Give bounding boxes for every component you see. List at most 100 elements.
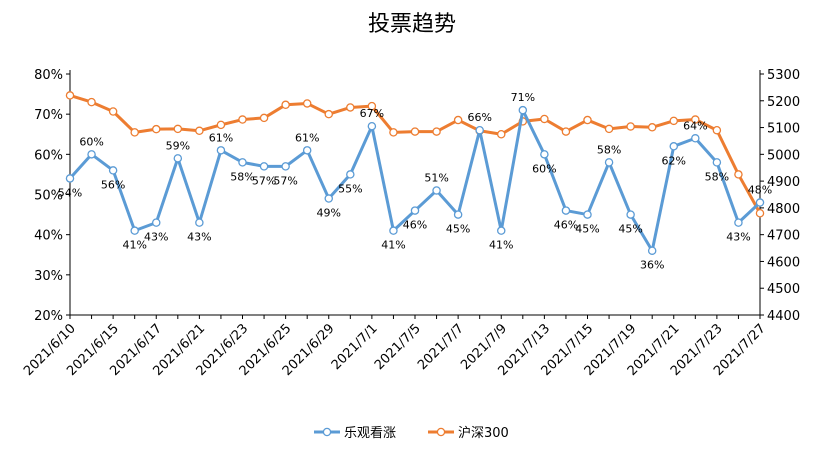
y-right-tick-label: 4900	[767, 175, 800, 190]
bullish-point	[712, 158, 722, 167]
y-right-tick-label: 4700	[767, 229, 800, 244]
bullish-data-label: 45%	[446, 223, 470, 236]
x-tick-label: 2021/7/7	[415, 321, 467, 373]
bullish-data-label: 43%	[144, 231, 168, 244]
hs300-point	[367, 101, 377, 111]
bullish-point	[475, 125, 484, 135]
bullish-point	[259, 162, 269, 171]
y-left-tick-label: 70%	[34, 108, 63, 123]
bullish-point	[496, 226, 506, 235]
hs300-point	[389, 128, 398, 137]
y-right-tick-label: 4500	[767, 282, 800, 297]
bullish-point	[281, 162, 290, 171]
bullish-point	[669, 142, 679, 151]
y-left-tick-label: 20%	[34, 309, 63, 324]
bullish-point	[626, 210, 635, 219]
hs300-point	[238, 115, 247, 124]
hs300-point	[173, 124, 183, 134]
bullish-point	[583, 210, 592, 219]
bullish-point	[216, 146, 226, 155]
x-tick-label: 2021/7/5	[372, 321, 424, 373]
y-left-tick-label: 40%	[34, 229, 63, 244]
bullish-data-label: 51%	[424, 171, 448, 184]
bullish-data-label: 41%	[381, 239, 405, 252]
bullish-point	[367, 121, 377, 131]
bullish-data-label: 45%	[575, 223, 599, 236]
bullish-data-label: 41%	[122, 239, 146, 252]
bullish-data-label: 41%	[489, 239, 513, 252]
bullish-data-label: 61%	[295, 131, 319, 144]
bullish-point	[346, 170, 355, 179]
hs300-point	[626, 122, 635, 131]
hs300-line	[68, 93, 762, 215]
bullish-data-label: 43%	[726, 231, 750, 244]
bullish-data-label: 58%	[597, 143, 621, 156]
y-right-tick-label: 4600	[767, 255, 800, 270]
bullish-data-label: 45%	[618, 223, 642, 236]
bullish-data-label: 43%	[187, 231, 211, 244]
legend: 乐观看涨 沪深300	[314, 425, 509, 441]
bullish-point	[65, 174, 75, 183]
bullish-data-label: 67%	[360, 107, 384, 120]
bullish-data-label: 48%	[748, 184, 772, 197]
bullish-point	[302, 146, 312, 155]
hs300-point	[151, 124, 161, 134]
y-right-tick-label: 4400	[767, 309, 800, 324]
hs300-point	[496, 129, 506, 139]
bullish-point	[173, 154, 183, 163]
y-left-tick-label: 60%	[34, 148, 63, 163]
bullish-data-label: 58%	[705, 170, 729, 183]
y-right-tick-label: 5100	[767, 122, 800, 137]
bullish-data-label: 62%	[662, 154, 686, 167]
legend-bullish-swatch-point	[322, 427, 332, 437]
hs300-point	[604, 124, 614, 134]
hs300-point	[216, 120, 226, 130]
x-tick-label: 2021/7/1	[329, 321, 381, 373]
hs300-point	[583, 115, 592, 125]
bullish-point	[108, 166, 118, 175]
bullish-data-label: 58%	[230, 170, 254, 183]
bullish-point	[432, 186, 441, 195]
hs300-point	[453, 115, 463, 125]
hs300-point	[561, 127, 571, 136]
bullish-data-label: 54%	[58, 186, 82, 199]
hs300-point	[281, 100, 290, 110]
y-right-tick-label: 5300	[767, 68, 800, 83]
bullish-data-label: 46%	[554, 219, 578, 232]
hs300-point	[324, 109, 333, 119]
y-right-tick-label: 5000	[767, 148, 800, 163]
legend-bullish-label: 乐观看涨	[344, 425, 396, 441]
bullish-data-label: 57%	[273, 174, 297, 187]
bullish-data-label: 55%	[338, 182, 362, 195]
hs300-point	[540, 114, 549, 124]
bullish-data-label: 71%	[511, 91, 535, 104]
hs300-point	[130, 128, 139, 137]
bullish-point	[195, 218, 204, 227]
bullish-point	[324, 194, 333, 203]
y-left-tick-label: 80%	[34, 68, 63, 83]
bullish-point	[734, 218, 743, 227]
bullish-point	[604, 158, 614, 167]
bullish-data-label: 46%	[403, 219, 427, 232]
bullish-data-label: 64%	[683, 119, 707, 132]
hs300-point	[302, 99, 312, 108]
bullish-point	[691, 134, 700, 143]
hs300-point	[259, 113, 269, 123]
bullish-point	[561, 206, 571, 215]
hs300-point	[755, 208, 765, 218]
y-right-tick-label: 4800	[767, 202, 800, 217]
hs300-point	[647, 123, 657, 132]
bullish-data-label: 57%	[252, 174, 276, 187]
hs300-point	[195, 126, 204, 136]
bullish-data-label: 61%	[209, 131, 233, 144]
bullish-data-label: 56%	[101, 178, 125, 191]
bullish-data-label: 60%	[532, 162, 556, 175]
y-left-tick-label: 50%	[34, 189, 63, 204]
bullish-point	[410, 206, 420, 215]
chart-title: 投票趋势	[368, 12, 456, 37]
bullish-point	[87, 150, 96, 159]
legend-hs300-swatch-point	[436, 427, 446, 437]
bullish-point	[238, 158, 247, 167]
bullish-point	[540, 150, 549, 159]
